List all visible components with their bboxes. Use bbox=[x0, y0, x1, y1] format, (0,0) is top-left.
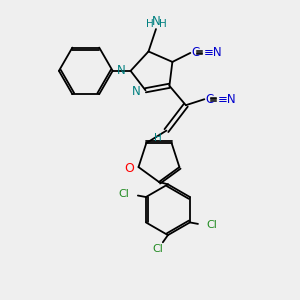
Text: H: H bbox=[146, 19, 153, 29]
Text: Cl: Cl bbox=[152, 244, 163, 254]
Text: ≡N: ≡N bbox=[204, 46, 222, 59]
Text: C: C bbox=[192, 46, 200, 59]
Text: ≡N: ≡N bbox=[218, 93, 237, 106]
Text: H: H bbox=[154, 133, 161, 143]
Text: N: N bbox=[131, 85, 140, 98]
Text: H: H bbox=[159, 19, 167, 29]
Text: N: N bbox=[152, 15, 160, 28]
Text: Cl: Cl bbox=[118, 189, 130, 199]
Text: C: C bbox=[206, 93, 214, 106]
Text: Cl: Cl bbox=[206, 220, 217, 230]
Text: N: N bbox=[117, 64, 126, 77]
Text: O: O bbox=[124, 162, 134, 175]
